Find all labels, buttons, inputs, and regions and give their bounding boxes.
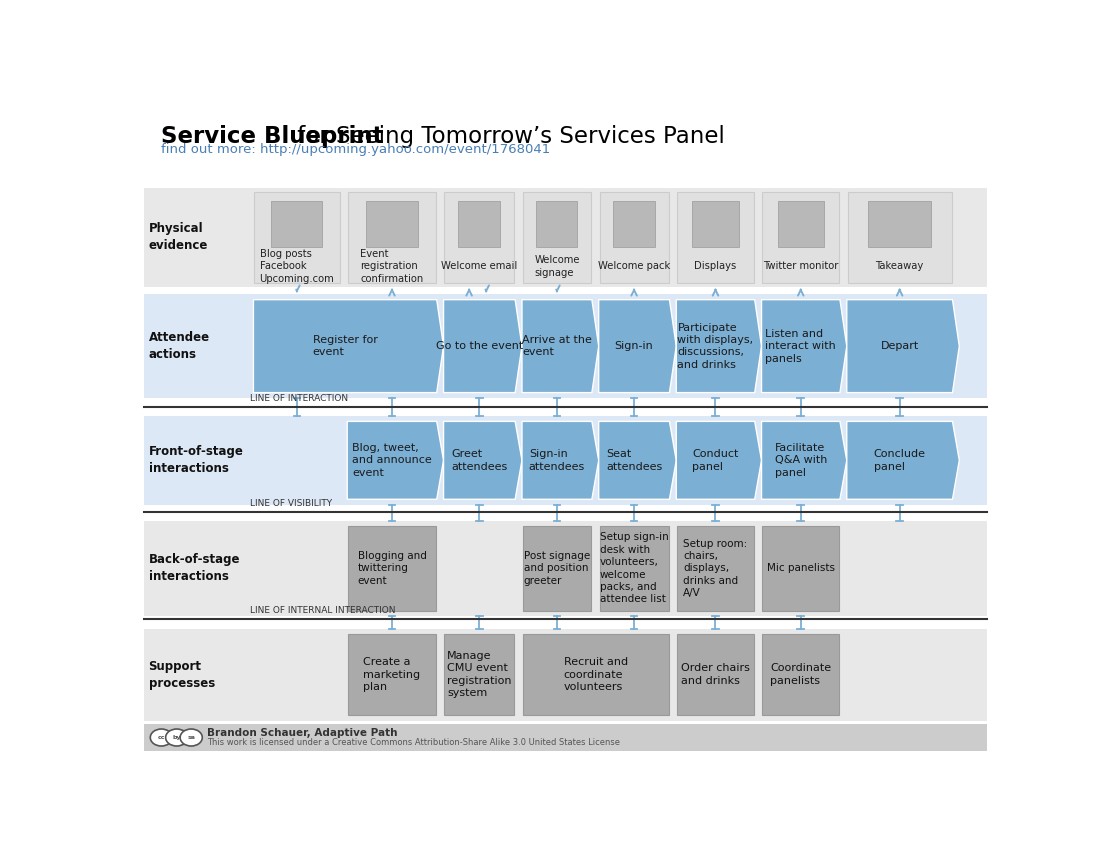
Polygon shape <box>443 300 522 393</box>
Polygon shape <box>522 422 598 499</box>
Text: Listen and
interact with
panels: Listen and interact with panels <box>766 329 836 364</box>
Bar <box>600 526 669 610</box>
Bar <box>144 521 987 615</box>
Bar <box>600 192 669 283</box>
Bar <box>144 416 987 505</box>
Text: Event
registration
confirmation: Event registration confirmation <box>361 249 424 284</box>
Bar <box>348 634 436 715</box>
Text: find out more: http://upcoming.yahoo.com/event/1768041: find out more: http://upcoming.yahoo.com… <box>161 143 550 156</box>
Bar <box>444 634 515 715</box>
Bar <box>144 724 987 751</box>
Bar <box>762 526 839 610</box>
Polygon shape <box>443 422 522 499</box>
Bar <box>678 192 754 283</box>
Text: LINE OF INTERACTION: LINE OF INTERACTION <box>250 394 349 403</box>
Bar <box>348 192 436 283</box>
Bar <box>144 294 987 398</box>
Polygon shape <box>598 422 676 499</box>
Text: Create a
marketing
plan: Create a marketing plan <box>363 657 420 692</box>
Text: by: by <box>173 735 182 740</box>
Text: Recruit and
coordinate
volunteers: Recruit and coordinate volunteers <box>563 657 628 692</box>
Bar <box>522 192 591 283</box>
Text: Service Blueprint: Service Blueprint <box>161 125 383 148</box>
Text: Facilitate
Q&A with
panel: Facilitate Q&A with panel <box>774 443 827 478</box>
Bar <box>144 189 987 286</box>
Polygon shape <box>348 422 443 499</box>
Bar <box>848 192 952 283</box>
Text: Setup sign-in
desk with
volunteers,
welcome
packs, and
attendee list: Setup sign-in desk with volunteers, welc… <box>600 532 669 604</box>
Bar <box>537 201 578 246</box>
Circle shape <box>166 729 188 746</box>
Polygon shape <box>598 300 676 393</box>
Bar <box>144 629 987 721</box>
Text: Go to the event: Go to the event <box>436 341 522 351</box>
Bar <box>365 201 418 246</box>
Bar <box>678 634 754 715</box>
Polygon shape <box>676 422 761 499</box>
Polygon shape <box>522 300 598 393</box>
Text: Twitter monitor: Twitter monitor <box>763 262 838 271</box>
Bar <box>522 526 591 610</box>
Text: for Seeing Tomorrow’s Services Panel: for Seeing Tomorrow’s Services Panel <box>290 125 725 148</box>
Bar <box>272 201 322 246</box>
Text: Register for
event: Register for event <box>312 335 377 357</box>
Text: Physical
evidence: Physical evidence <box>148 223 208 252</box>
Polygon shape <box>761 422 847 499</box>
Text: Manage
CMU event
registration
system: Manage CMU event registration system <box>447 651 512 699</box>
Text: sa: sa <box>187 735 195 740</box>
Text: Back-of-stage
interactions: Back-of-stage interactions <box>148 553 240 583</box>
Bar <box>678 526 754 610</box>
Bar <box>522 634 669 715</box>
Text: Blog posts
Facebook
Upcoming.com: Blog posts Facebook Upcoming.com <box>260 249 334 284</box>
Polygon shape <box>676 300 761 393</box>
Text: Order chairs
and drinks: Order chairs and drinks <box>681 664 750 686</box>
Bar <box>778 201 824 246</box>
Text: Greet
attendees: Greet attendees <box>451 449 507 472</box>
Text: Conclude
panel: Conclude panel <box>873 449 925 472</box>
Text: Takeaway: Takeaway <box>876 262 924 271</box>
Text: Depart: Depart <box>880 341 918 351</box>
Text: Welcome email: Welcome email <box>441 262 517 271</box>
Polygon shape <box>761 300 847 393</box>
Bar <box>444 192 515 283</box>
Text: Setup room:
chairs,
displays,
drinks and
A/V: Setup room: chairs, displays, drinks and… <box>683 539 748 598</box>
Text: Displays: Displays <box>694 262 737 271</box>
Bar <box>348 526 436 610</box>
Circle shape <box>180 729 202 746</box>
Polygon shape <box>847 422 959 499</box>
Text: Arrive at the
event: Arrive at the event <box>522 335 592 357</box>
Bar <box>459 201 500 246</box>
Text: cc: cc <box>157 735 165 740</box>
Polygon shape <box>253 300 443 393</box>
Text: LINE OF VISIBILITY: LINE OF VISIBILITY <box>250 499 332 507</box>
Bar <box>693 201 738 246</box>
Bar <box>868 201 931 246</box>
Text: Support
processes: Support processes <box>148 660 214 689</box>
Text: Coordinate
panelists: Coordinate panelists <box>770 664 832 686</box>
Bar <box>762 192 839 283</box>
Text: Seat
attendees: Seat attendees <box>606 449 662 472</box>
Bar <box>614 201 654 246</box>
Text: Participate
with displays,
discussions,
and drinks: Participate with displays, discussions, … <box>678 322 754 370</box>
Text: Conduct
panel: Conduct panel <box>692 449 739 472</box>
Text: Welcome
signage: Welcome signage <box>535 255 580 278</box>
Text: LINE OF INTERNAL INTERACTION: LINE OF INTERNAL INTERACTION <box>250 606 396 615</box>
Text: Post signage
and position
greeter: Post signage and position greeter <box>524 551 590 586</box>
Text: Sign-in: Sign-in <box>615 341 653 351</box>
Text: Blogging and
twittering
event: Blogging and twittering event <box>358 551 427 586</box>
Text: Blog, tweet,
and announce
event: Blog, tweet, and announce event <box>352 443 432 478</box>
Text: Attendee
actions: Attendee actions <box>148 332 210 361</box>
Bar <box>762 634 839 715</box>
Polygon shape <box>847 300 959 393</box>
Text: Front-of-stage
interactions: Front-of-stage interactions <box>148 445 243 475</box>
Text: Brandon Schauer, Adaptive Path: Brandon Schauer, Adaptive Path <box>208 728 398 738</box>
Text: Sign-in
attendees: Sign-in attendees <box>529 449 585 472</box>
Text: Welcome pack: Welcome pack <box>598 262 670 271</box>
Bar <box>254 192 340 283</box>
Text: This work is licensed under a Creative Commons Attribution-Share Alike 3.0 Unite: This work is licensed under a Creative C… <box>208 738 620 746</box>
Circle shape <box>151 729 173 746</box>
Text: Mic panelists: Mic panelists <box>767 564 835 574</box>
